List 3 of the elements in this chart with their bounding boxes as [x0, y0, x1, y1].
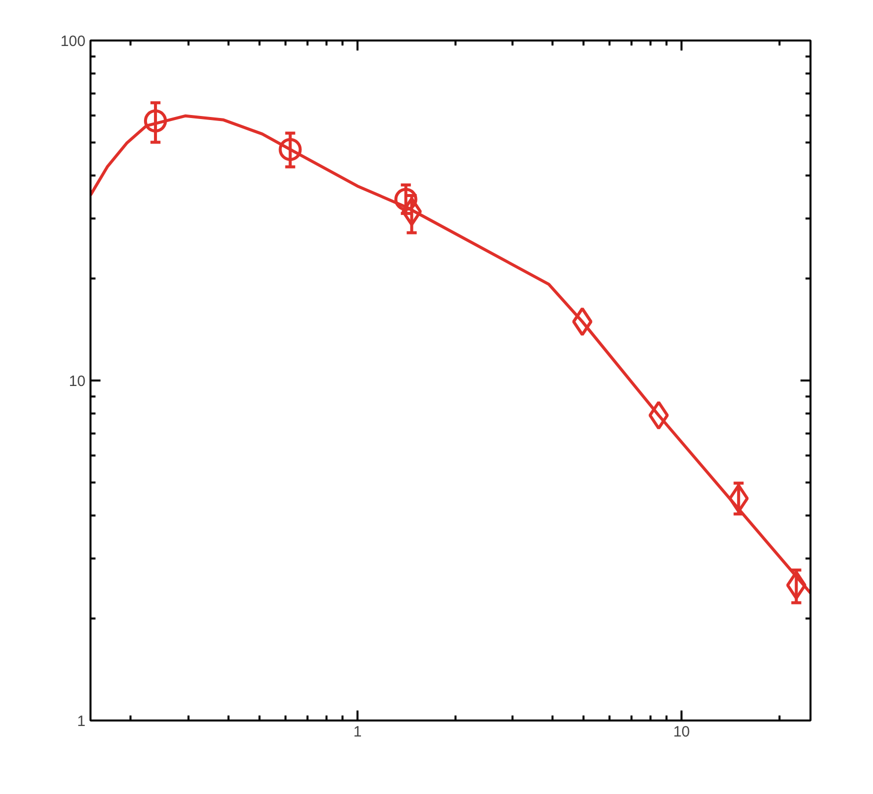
y-tick-label: 1 — [77, 713, 86, 730]
y-tick-label: 10 — [68, 373, 86, 390]
y-tick-label: 100 — [60, 33, 86, 50]
